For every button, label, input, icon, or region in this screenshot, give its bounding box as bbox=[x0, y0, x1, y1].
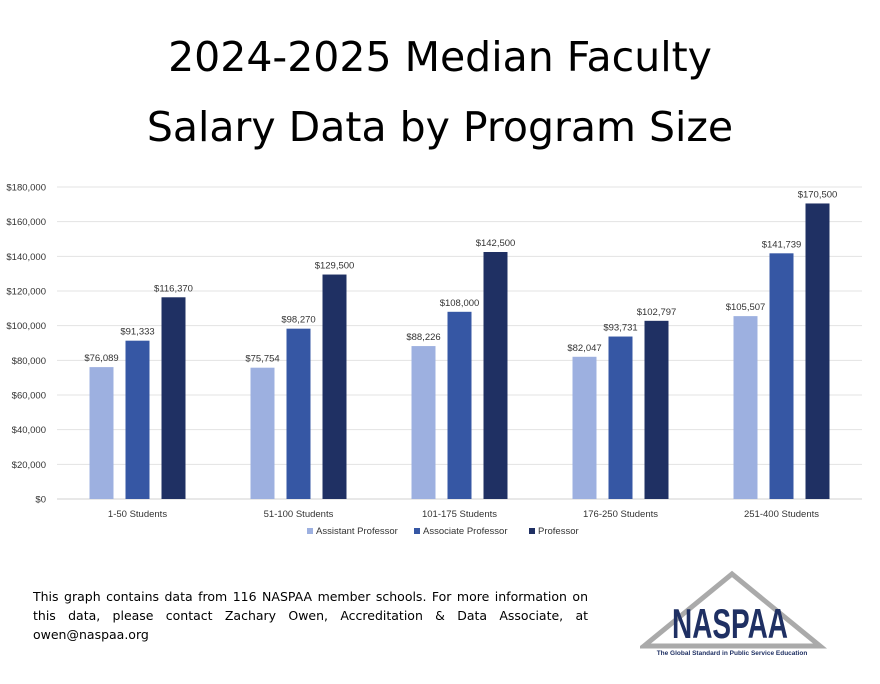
legend-label: Associate Professor bbox=[423, 526, 507, 537]
data-label: $170,500 bbox=[798, 189, 838, 200]
x-tick-label: 1-50 Students bbox=[108, 509, 167, 520]
y-tick-label: $80,000 bbox=[12, 356, 46, 367]
x-tick-label: 51-100 Students bbox=[264, 509, 334, 520]
data-label: $88,226 bbox=[406, 332, 440, 343]
bar bbox=[483, 252, 508, 499]
x-tick-label: 251-400 Students bbox=[744, 509, 819, 520]
bar bbox=[447, 311, 472, 499]
title-line-1: 2024-2025 Median Faculty bbox=[168, 33, 712, 81]
y-tick-label: $60,000 bbox=[12, 391, 46, 402]
data-label: $76,089 bbox=[84, 353, 118, 364]
y-tick-label: $100,000 bbox=[6, 321, 46, 332]
bar bbox=[769, 253, 794, 499]
data-label: $105,507 bbox=[726, 302, 766, 313]
naspaa-logo: NASPAA The Global Standard in Public Ser… bbox=[640, 570, 828, 657]
legend-swatch bbox=[529, 528, 535, 534]
y-tick-label: $160,000 bbox=[6, 217, 46, 228]
data-label: $82,047 bbox=[567, 343, 601, 354]
data-label: $91,333 bbox=[120, 327, 154, 338]
bar-chart: $0 $20,000 $40,000 $60,000 $80,000 $100,000 $1… bbox=[6, 183, 862, 537]
bar bbox=[608, 336, 633, 499]
data-label: $116,370 bbox=[154, 283, 193, 294]
legend-label: Professor bbox=[538, 526, 579, 537]
svg-text:The Global Standard in Public: The Global Standard in Public Service Ed… bbox=[657, 650, 808, 657]
svg-text:NASPAA: NASPAA bbox=[672, 600, 788, 647]
y-tick-label: $0 bbox=[35, 495, 46, 506]
data-label: $102,797 bbox=[637, 307, 677, 318]
bar bbox=[805, 203, 830, 499]
data-label: $93,731 bbox=[603, 323, 637, 334]
bar bbox=[161, 297, 186, 499]
footer-note: This graph contains data from 116 NASPAA… bbox=[33, 589, 588, 642]
legend-swatch bbox=[307, 528, 313, 534]
title-line-2: Salary Data by Program Size bbox=[146, 103, 734, 151]
data-label: $129,500 bbox=[315, 261, 355, 272]
y-tick-label: $180,000 bbox=[6, 183, 46, 194]
x-tick-label: 101-175 Students bbox=[422, 509, 497, 520]
legend-label: Assistant Professor bbox=[316, 526, 398, 537]
y-tick-label: $120,000 bbox=[6, 287, 46, 298]
bar bbox=[644, 320, 669, 499]
data-label: $108,000 bbox=[440, 298, 480, 309]
legend-swatch bbox=[414, 528, 420, 534]
page-title: 2024-2025 Median Faculty Salary Data by … bbox=[0, 22, 880, 162]
data-label: $142,500 bbox=[476, 238, 516, 249]
bar bbox=[411, 346, 436, 499]
data-label: $98,270 bbox=[281, 315, 315, 326]
bar bbox=[89, 367, 114, 499]
y-tick-label: $140,000 bbox=[6, 252, 46, 263]
bar bbox=[572, 356, 597, 499]
data-label: $75,754 bbox=[245, 354, 279, 365]
bar bbox=[322, 274, 347, 499]
y-tick-label: $40,000 bbox=[12, 425, 46, 436]
y-tick-label: $20,000 bbox=[12, 460, 46, 471]
bar bbox=[733, 316, 758, 499]
x-tick-label: 176-250 Students bbox=[583, 509, 658, 520]
bar bbox=[250, 367, 275, 499]
bar bbox=[125, 340, 150, 499]
bar bbox=[286, 328, 311, 499]
data-label: $141,739 bbox=[762, 239, 802, 250]
